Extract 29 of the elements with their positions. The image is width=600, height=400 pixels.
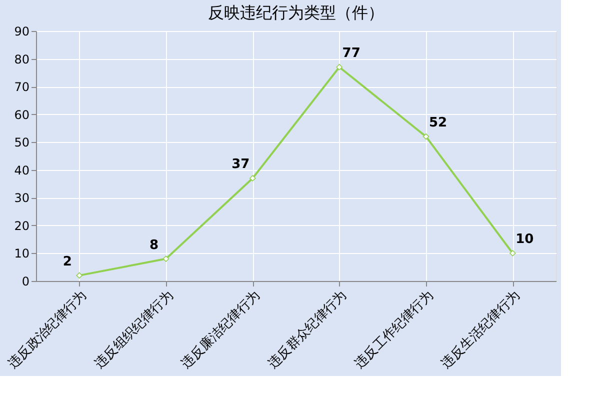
- point: [510, 250, 516, 256]
- point: [422, 133, 430, 140]
- data-label: 77: [342, 46, 360, 62]
- point: [336, 64, 342, 70]
- y-tick-label: 80: [14, 52, 30, 66]
- y-tick-label: 90: [14, 24, 30, 38]
- y-tick-label: 70: [14, 80, 30, 94]
- chart-title: 反映违纪行为类型（件）: [208, 3, 384, 22]
- x-tick-label: 违反群众纪律行为: [266, 288, 350, 372]
- data-label: 2: [62, 254, 72, 270]
- x-tick-label: 违反生活纪律行为: [438, 288, 524, 372]
- point: [162, 256, 170, 262]
- y-tick-label: 20: [14, 218, 30, 233]
- data-label: 8: [149, 238, 159, 253]
- data-label: 52: [428, 116, 448, 131]
- point: [250, 175, 256, 182]
- data-label: 37: [232, 157, 250, 172]
- y-tick-label: 60: [14, 108, 30, 122]
- y-tick-label: 40: [14, 163, 30, 178]
- x-tick-label: 违反工作纪律行为: [352, 288, 436, 372]
- y-tick-label: 0: [22, 274, 30, 288]
- x-tick-label: 违反组织纪律行为: [92, 288, 176, 372]
- y-tick-label: 50: [14, 136, 30, 150]
- point: [76, 272, 82, 279]
- data-label: 10: [516, 232, 534, 248]
- y-tick-label: 10: [14, 246, 30, 261]
- x-tick-label: 违反政治纪律行为: [6, 288, 90, 372]
- y-tick-label: 30: [14, 191, 30, 206]
- x-tick-label: 违反廉洁纪律行为: [178, 288, 264, 372]
